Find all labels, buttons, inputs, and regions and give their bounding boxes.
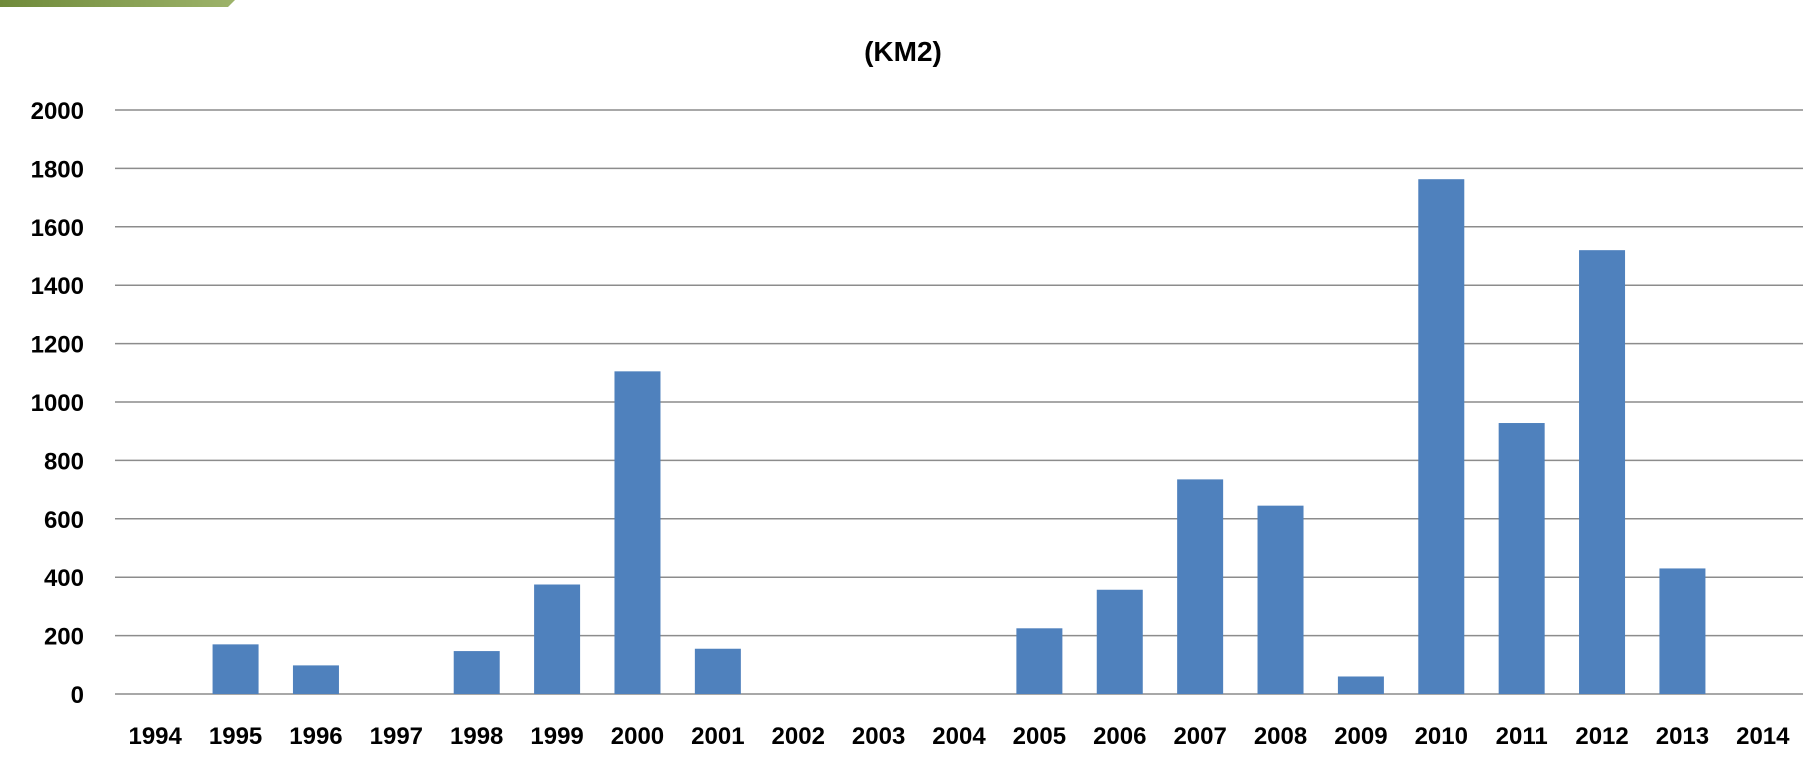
x-tick-label: 2008 — [1254, 723, 1307, 750]
bar-2008 — [1257, 505, 1304, 694]
x-tick-label: 2002 — [772, 723, 825, 750]
y-tick-label: 0 — [71, 682, 84, 709]
x-tick-label: 2014 — [1736, 723, 1790, 750]
bar-2011 — [1498, 423, 1545, 694]
y-tick-label: 200 — [44, 624, 84, 651]
bar-2012 — [1579, 250, 1626, 694]
bar-2000 — [614, 371, 661, 694]
y-tick-label: 1600 — [31, 215, 84, 242]
bar-2001 — [694, 648, 741, 694]
bar-1998 — [453, 651, 500, 694]
bar-1999 — [534, 584, 581, 694]
x-tick-label: 2006 — [1093, 723, 1146, 750]
bar-2010 — [1418, 179, 1465, 695]
y-tick-label: 600 — [44, 507, 84, 534]
bar-2013 — [1659, 568, 1706, 694]
bar-1996 — [292, 665, 339, 694]
bar-1995 — [212, 644, 259, 694]
x-tick-label: 2005 — [1013, 723, 1066, 750]
y-tick-label: 800 — [44, 448, 84, 475]
bar-2005 — [1016, 628, 1063, 694]
x-tick-label: 2007 — [1173, 723, 1226, 750]
y-tick-label: 1200 — [31, 332, 84, 359]
x-tick-label: 2010 — [1415, 723, 1468, 750]
bar-2006 — [1096, 589, 1143, 694]
bars — [212, 179, 1706, 695]
x-tick-label: 1998 — [450, 723, 503, 750]
y-tick-label: 1400 — [31, 273, 84, 300]
corner-decoration — [0, 0, 235, 7]
x-axis-tick-labels: 1994 1995 1996 1997 1998 1999 2000 2001 2002 2003… — [128, 723, 1790, 750]
y-tick-label: 1000 — [31, 390, 84, 417]
y-tick-label: 2000 — [31, 98, 84, 125]
x-tick-label: 2003 — [852, 723, 905, 750]
y-axis-tick-labels: 0 200 400 600 800 1000 1200 1400 1600 1800 2000 — [31, 98, 84, 709]
x-tick-label: 2009 — [1334, 723, 1387, 750]
x-tick-label: 2000 — [611, 723, 664, 750]
x-tick-label: 2001 — [691, 723, 744, 750]
y-tick-label: 400 — [44, 565, 84, 592]
x-tick-label: 2011 — [1496, 723, 1548, 750]
x-tick-label: 1999 — [530, 723, 583, 750]
chart-title: (KM2) — [864, 36, 942, 67]
bar-2009 — [1337, 676, 1384, 694]
x-tick-label: 1996 — [289, 723, 342, 750]
x-tick-label: 2013 — [1656, 723, 1709, 750]
x-tick-label: 2004 — [932, 723, 986, 750]
x-tick-label: 1995 — [209, 723, 262, 750]
y-tick-label: 1800 — [31, 156, 84, 183]
gridlines — [115, 109, 1803, 695]
x-tick-label: 2012 — [1575, 723, 1628, 750]
x-tick-label: 1997 — [370, 723, 423, 750]
bar-2007 — [1177, 479, 1224, 694]
x-tick-label: 1994 — [128, 723, 182, 750]
